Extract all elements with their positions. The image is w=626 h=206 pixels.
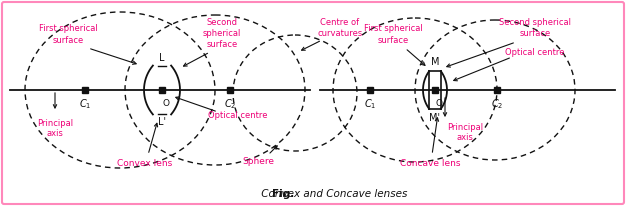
Text: surface: surface — [520, 28, 551, 37]
Text: curvatures: curvatures — [317, 28, 362, 37]
Text: $C_1$: $C_1$ — [364, 97, 376, 111]
Text: Principal: Principal — [447, 124, 483, 132]
Text: O: O — [436, 98, 443, 108]
Text: Optical centre: Optical centre — [208, 110, 268, 119]
Text: Concave lens: Concave lens — [400, 158, 460, 167]
Text: L': L' — [158, 117, 166, 128]
Text: $C_1$: $C_1$ — [79, 97, 91, 111]
Text: surface: surface — [207, 40, 238, 48]
Text: L: L — [159, 53, 165, 63]
Text: surface: surface — [377, 35, 409, 44]
Text: axis: axis — [46, 129, 63, 137]
Text: M': M' — [429, 113, 441, 123]
Text: O: O — [163, 98, 170, 108]
Text: Optical centre: Optical centre — [505, 48, 565, 56]
Text: Second spherical: Second spherical — [499, 18, 571, 27]
Text: $C_2$: $C_2$ — [491, 97, 503, 111]
Text: Sphere: Sphere — [242, 158, 274, 166]
Text: First spherical: First spherical — [39, 23, 98, 33]
Text: Centre of: Centre of — [321, 18, 359, 27]
Text: Principal: Principal — [37, 118, 73, 128]
Text: spherical: spherical — [203, 28, 241, 37]
Text: Second: Second — [207, 18, 237, 27]
Text: surface: surface — [53, 35, 84, 44]
Text: Fig.: Fig. — [272, 189, 294, 199]
Text: M: M — [431, 57, 439, 67]
Text: Convex lens: Convex lens — [118, 158, 173, 167]
Text: $C_2$: $C_2$ — [224, 97, 236, 111]
Text: Convex and Concave lenses: Convex and Concave lenses — [259, 189, 408, 199]
Text: First spherical: First spherical — [364, 23, 423, 33]
Text: axis: axis — [456, 133, 473, 143]
